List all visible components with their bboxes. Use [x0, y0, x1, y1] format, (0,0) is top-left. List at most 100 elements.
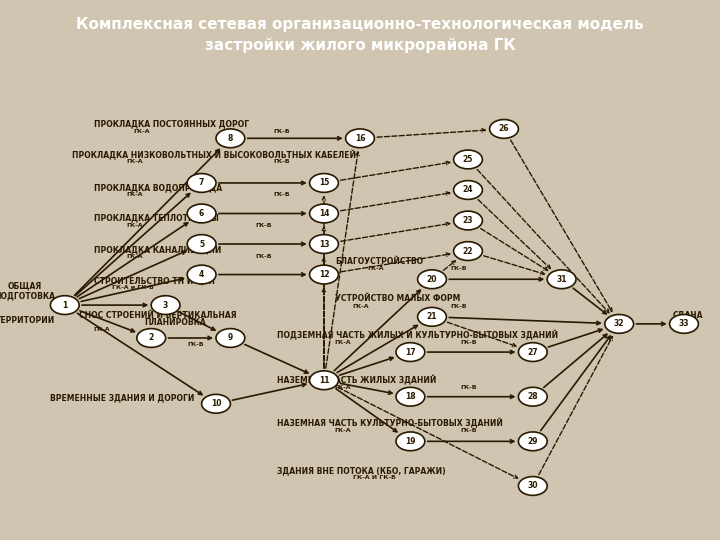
Text: 24: 24	[463, 186, 473, 194]
Text: БЛАГОУСТРОЙСТВО: БЛАГОУСТРОЙСТВО	[335, 258, 423, 266]
Text: ПЛАНИРОВКА: ПЛАНИРОВКА	[144, 318, 206, 327]
Text: НАЗЕМНАЯ ЧАСТЬ ЖИЛЫХ ЗДАНИЙ: НАЗЕМНАЯ ЧАСТЬ ЖИЛЫХ ЗДАНИЙ	[277, 375, 436, 386]
Text: ГК-Б: ГК-Б	[461, 340, 477, 345]
Text: ГК-А: ГК-А	[133, 129, 150, 134]
Text: 25: 25	[463, 155, 473, 164]
Circle shape	[310, 265, 338, 284]
Circle shape	[490, 119, 518, 138]
Text: ТЕРРИТОРИИ: ТЕРРИТОРИИ	[0, 316, 55, 325]
Text: ЗДАНИЯ ВНЕ ПОТОКА (КБО, ГАРАЖИ): ЗДАНИЯ ВНЕ ПОТОКА (КБО, ГАРАЖИ)	[277, 466, 446, 475]
Circle shape	[396, 343, 425, 361]
Text: ГК-Б: ГК-Б	[256, 254, 272, 259]
Circle shape	[187, 265, 216, 284]
Circle shape	[396, 387, 425, 406]
Circle shape	[518, 387, 547, 406]
Text: ПРОКЛАДКА КАНАЛИЗАЦИИ: ПРОКЛАДКА КАНАЛИЗАЦИИ	[94, 245, 221, 254]
Text: ГК-Б: ГК-Б	[461, 385, 477, 390]
Text: ГК-А: ГК-А	[335, 385, 351, 390]
Text: ОБЩАЯ
ПОДГОТОВКА: ОБЩАЯ ПОДГОТОВКА	[0, 281, 55, 301]
Text: 22: 22	[463, 247, 473, 255]
Circle shape	[310, 371, 338, 390]
Circle shape	[518, 477, 547, 495]
Circle shape	[396, 432, 425, 451]
Text: ГК-А: ГК-А	[335, 428, 351, 433]
Text: 29: 29	[528, 437, 538, 446]
Text: 11: 11	[319, 376, 329, 385]
Text: 14: 14	[319, 209, 329, 218]
Text: ГК-Б: ГК-Б	[461, 428, 477, 433]
Text: 7: 7	[199, 178, 204, 187]
Text: Комплексная сетевая организационно-технологическая модель
застройки жилого микро: Комплексная сетевая организационно-техно…	[76, 17, 644, 53]
Text: 23: 23	[463, 216, 473, 225]
Text: 5: 5	[199, 240, 204, 248]
Circle shape	[605, 314, 634, 333]
Circle shape	[202, 394, 230, 413]
Circle shape	[50, 296, 79, 314]
Circle shape	[137, 328, 166, 347]
Text: ГК-Б: ГК-Б	[274, 159, 290, 164]
Text: 17: 17	[405, 348, 415, 356]
Circle shape	[518, 432, 547, 451]
Text: ГК-А: ГК-А	[367, 266, 384, 272]
Text: ГК-А и ГК-Б: ГК-А и ГК-Б	[112, 285, 153, 290]
Text: ГК-Б: ГК-Б	[450, 266, 467, 272]
Text: 21: 21	[427, 312, 437, 321]
Text: 18: 18	[405, 392, 415, 401]
Circle shape	[547, 270, 576, 289]
Text: 32: 32	[614, 319, 624, 328]
Text: 19: 19	[405, 437, 415, 446]
Circle shape	[187, 173, 216, 192]
Text: 4: 4	[199, 270, 204, 279]
Text: 2: 2	[148, 334, 154, 342]
Text: 1: 1	[62, 301, 68, 309]
Text: 9: 9	[228, 334, 233, 342]
Circle shape	[216, 129, 245, 148]
Text: 26: 26	[499, 124, 509, 133]
Circle shape	[346, 129, 374, 148]
Text: ГК-А: ГК-А	[126, 159, 143, 164]
Text: ГК-А: ГК-А	[335, 340, 351, 345]
Text: ГК-А: ГК-А	[126, 222, 143, 228]
Text: 33: 33	[679, 319, 689, 328]
Text: СТРОИТЕЛЬСТВО ТП И ЦТП: СТРОИТЕЛЬСТВО ТП И ЦТП	[94, 276, 215, 285]
Text: 27: 27	[528, 348, 538, 356]
Text: ГК-Б: ГК-Б	[274, 192, 290, 197]
Text: ГК-А: ГК-А	[94, 327, 110, 332]
Text: 12: 12	[319, 270, 329, 279]
Text: ПРОКЛАДКА ВОДОПРОВОДА: ПРОКЛАДКА ВОДОПРОВОДА	[94, 183, 222, 192]
Text: ПРОКЛАДКА ТЕПЛОТРАССЫ: ПРОКЛАДКА ТЕПЛОТРАССЫ	[94, 214, 218, 222]
Text: 31: 31	[557, 275, 567, 284]
Text: 3: 3	[163, 301, 168, 309]
Text: ГК-Б: ГК-Б	[256, 222, 272, 228]
Circle shape	[310, 204, 338, 223]
Text: ГК-А И ГК-Б: ГК-А И ГК-Б	[353, 475, 396, 480]
Circle shape	[151, 296, 180, 314]
Text: 6: 6	[199, 209, 204, 218]
Text: ПРОКЛАДКА НИЗКОВОЛЬТНЫХ И ВЫСОКОВОЛЬТНЫХ КАБЕЛЕЙ: ПРОКЛАДКА НИЗКОВОЛЬТНЫХ И ВЫСОКОВОЛЬТНЫХ…	[72, 150, 356, 160]
Circle shape	[418, 270, 446, 289]
Circle shape	[310, 234, 338, 253]
Text: УСТРОЙСТВО МАЛЫХ ФОРМ: УСТРОЙСТВО МАЛЫХ ФОРМ	[335, 294, 460, 303]
Text: 16: 16	[355, 134, 365, 143]
Text: ГК-Б: ГК-Б	[274, 129, 290, 134]
Circle shape	[216, 328, 245, 347]
Text: СДАЧА: СДАЧА	[672, 310, 703, 319]
Text: ГК-Б: ГК-Б	[450, 303, 467, 308]
Text: 13: 13	[319, 240, 329, 248]
Text: 10: 10	[211, 399, 221, 408]
Circle shape	[454, 242, 482, 260]
Circle shape	[454, 150, 482, 169]
Text: 20: 20	[427, 275, 437, 284]
Text: 30: 30	[528, 482, 538, 490]
Text: ПРОКЛАДКА ПОСТОЯННЫХ ДОРОГ: ПРОКЛАДКА ПОСТОЯННЫХ ДОРОГ	[94, 120, 248, 129]
Text: СНОС СТРОЕНИЙ И ВЕРТИКАЛЬНАЯ: СНОС СТРОЕНИЙ И ВЕРТИКАЛЬНАЯ	[79, 311, 237, 320]
Circle shape	[454, 211, 482, 230]
Text: ГК-Б: ГК-Б	[187, 342, 204, 347]
Circle shape	[310, 173, 338, 192]
Circle shape	[187, 234, 216, 253]
Circle shape	[670, 314, 698, 333]
Text: ПОДЗЕМНАЯ ЧАСТЬ ЖИЛЫХ И КУЛЬТУРНО-БЫТОВЫХ ЗДАНИЙ: ПОДЗЕМНАЯ ЧАСТЬ ЖИЛЫХ И КУЛЬТУРНО-БЫТОВЫ…	[277, 330, 558, 341]
Text: 15: 15	[319, 178, 329, 187]
Text: НАЗЕМНАЯ ЧАСТЬ КУЛЬТУРНО-БЫТОВЫХ ЗДАНИЙ: НАЗЕМНАЯ ЧАСТЬ КУЛЬТУРНО-БЫТОВЫХ ЗДАНИЙ	[277, 418, 503, 429]
Text: ГК-А: ГК-А	[353, 303, 369, 308]
